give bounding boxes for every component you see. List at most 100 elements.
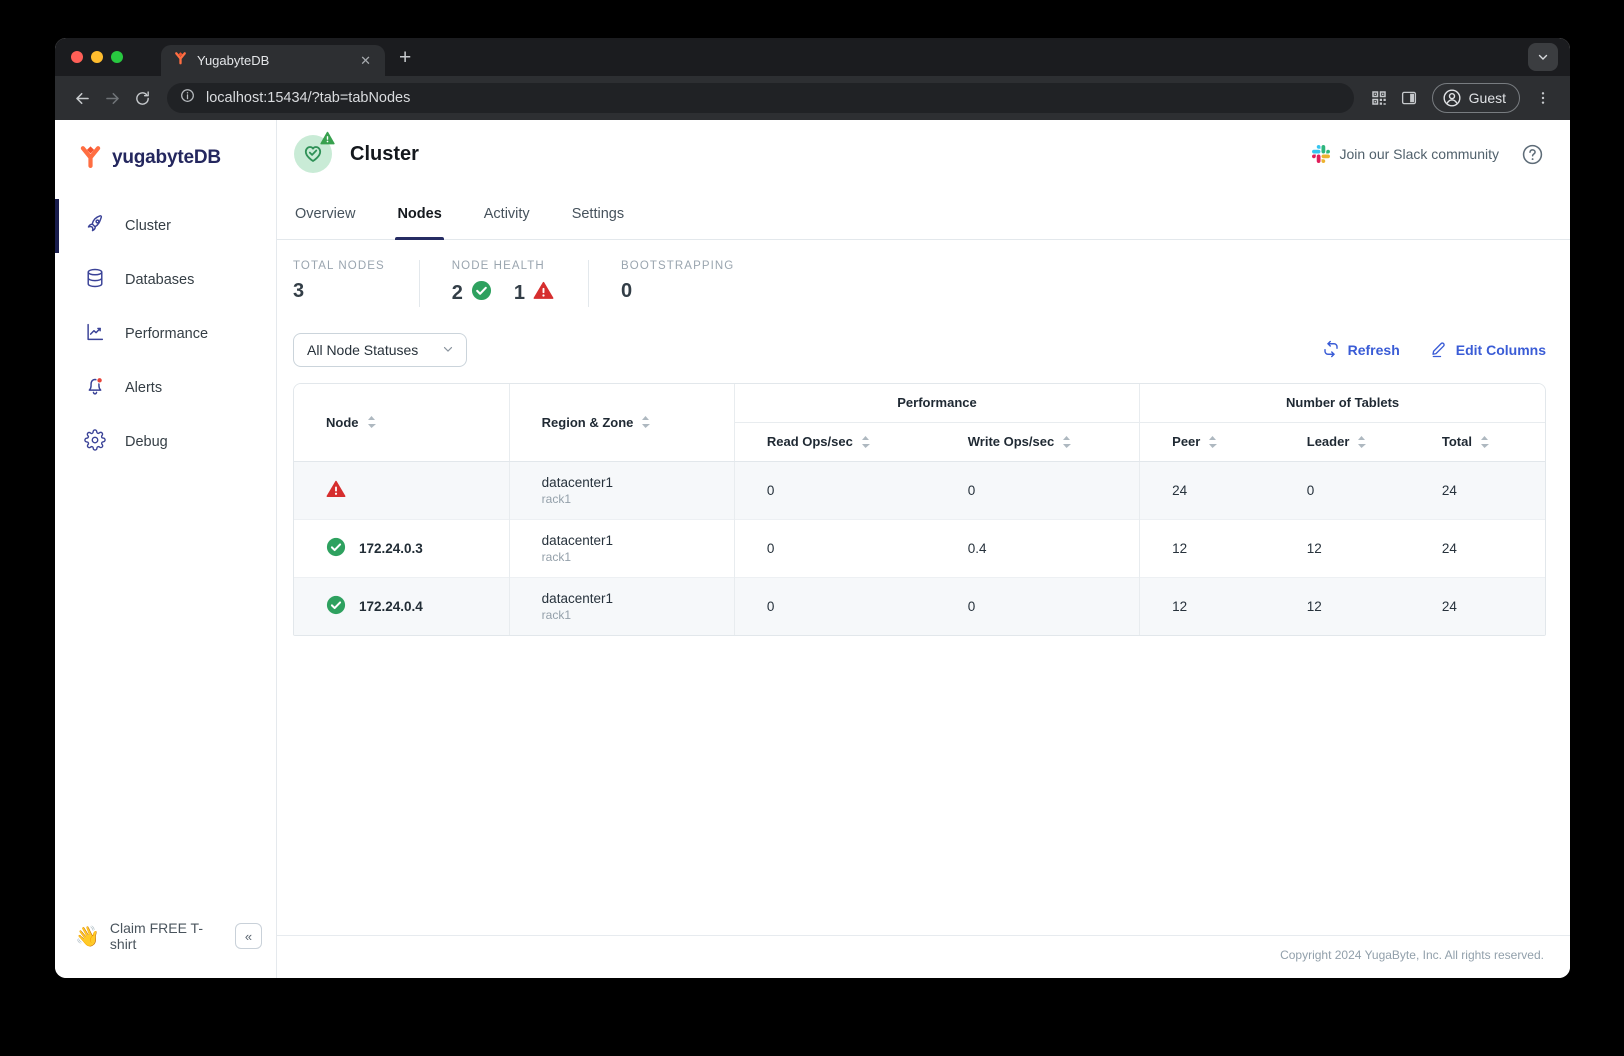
region-label: datacenter1: [541, 590, 613, 606]
forward-button[interactable]: [97, 83, 127, 113]
sort-icon: [861, 435, 870, 448]
yugabytedb-logo[interactable]: yugabyteDB: [55, 120, 276, 183]
new-tab-button[interactable]: +: [399, 45, 412, 69]
zone-label: rack1: [541, 549, 572, 564]
healthy-check-icon: [326, 537, 346, 560]
fullscreen-window-button[interactable]: [111, 51, 123, 63]
browser-menu-icon[interactable]: [1528, 83, 1558, 113]
region-zone-cell: datacenter1 rack1: [508, 461, 735, 519]
address-bar[interactable]: localhost:15434/?tab=tabNodes: [167, 83, 1354, 113]
back-button[interactable]: [67, 83, 97, 113]
stat-label: TOTAL NODES: [293, 260, 385, 272]
edit-columns-button[interactable]: Edit Columns: [1430, 340, 1546, 361]
peer-tablets-cell: 12: [1139, 518, 1275, 577]
sidebar-item-databases[interactable]: Databases: [55, 253, 276, 307]
leader-tablets-cell: 12: [1274, 576, 1410, 635]
total-tablets-cell: 24: [1409, 576, 1545, 635]
sort-icon: [642, 416, 651, 429]
node-cell: [294, 461, 510, 519]
sidebar-item-debug[interactable]: Debug: [55, 415, 276, 469]
claim-tshirt-link[interactable]: Claim FREE T-shirt: [109, 920, 203, 952]
column-header-total[interactable]: Total: [1409, 422, 1545, 462]
side-panel-icon[interactable]: [1394, 83, 1424, 113]
yugabytedb-favicon-icon: [173, 51, 188, 71]
sort-icon: [1358, 435, 1367, 448]
read-ops-cell: 0: [733, 576, 936, 635]
warning-triangle-icon: [533, 280, 554, 307]
node-cell: 172.24.0.3: [294, 518, 510, 577]
stat-node-health: NODE HEALTH 2 1: [418, 260, 588, 307]
node-status-filter[interactable]: All Node Statuses: [293, 333, 467, 367]
column-header-leader[interactable]: Leader: [1274, 422, 1410, 462]
sidebar-item-label: Performance: [125, 326, 209, 342]
yugabytedb-logo-icon: [80, 146, 101, 169]
cluster-tabs: Overview Nodes Activity Settings: [277, 188, 1570, 240]
brand-wordmark: yugabyteDB: [112, 146, 221, 168]
browser-window: YugabyteDB ✕ + localhost:15434/?tab=tabN…: [55, 38, 1570, 978]
bootstrapping-value: 0: [621, 280, 633, 302]
help-icon[interactable]: [1521, 143, 1544, 166]
browser-toolbar: localhost:15434/?tab=tabNodes Guest: [55, 76, 1570, 120]
node-stats: TOTAL NODES 3 NODE HEALTH 2 1: [293, 260, 1546, 307]
sidebar-item-label: Databases: [125, 272, 195, 288]
tab-nodes[interactable]: Nodes: [395, 188, 445, 240]
healthy-check-icon: [471, 280, 492, 307]
healthy-check-icon: [326, 595, 346, 618]
slack-icon: [1312, 145, 1331, 163]
pencil-icon: [1430, 340, 1448, 361]
column-header-region-zone[interactable]: Region & Zone: [508, 384, 735, 462]
node-cell: 172.24.0.4: [294, 576, 510, 635]
peer-tablets-cell: 24: [1139, 461, 1275, 519]
cluster-health-icon: [293, 131, 335, 174]
tab-overview[interactable]: Overview: [295, 205, 356, 222]
reload-button[interactable]: [127, 83, 157, 113]
sidebar-item-performance[interactable]: Performance: [55, 307, 276, 361]
zone-label: rack1: [541, 491, 572, 506]
tab-settings[interactable]: Settings: [571, 205, 625, 222]
healthy-count: 2: [451, 282, 463, 304]
sort-icon: [367, 416, 376, 429]
sidebar-item-label: Cluster: [125, 218, 171, 234]
sidebar-item-cluster[interactable]: Cluster: [55, 199, 276, 253]
table-row[interactable]: 172.24.0.4 datacenter1 rack1 0 0 12 12 24: [294, 576, 1545, 635]
nodes-table-body: datacenter1 rack1 0 0 24 0 24 172.24.0.3 datacen…: [294, 461, 1545, 635]
total-tablets-cell: 24: [1409, 518, 1545, 577]
stat-label: NODE HEALTH: [451, 260, 545, 272]
close-window-button[interactable]: [71, 51, 83, 63]
main-content: Cluster Join our Slack community Overvie…: [277, 120, 1570, 978]
site-info-icon[interactable]: [180, 88, 195, 108]
node-address: 172.24.0.3: [359, 540, 423, 556]
leader-tablets-cell: 12: [1274, 518, 1410, 577]
browser-tab[interactable]: YugabyteDB ✕: [161, 45, 385, 76]
sort-icon: [1063, 435, 1072, 448]
slack-community-link[interactable]: Join our Slack community: [1312, 145, 1499, 163]
node-address: 172.24.0.4: [359, 598, 423, 614]
qr-code-icon[interactable]: [1364, 83, 1394, 113]
url-text: localhost:15434/?tab=tabNodes: [206, 90, 411, 106]
refresh-button[interactable]: Refresh: [1322, 340, 1400, 361]
cluster-warning-badge-icon: [320, 131, 335, 151]
region-zone-cell: datacenter1 rack1: [508, 518, 735, 577]
collapse-sidebar-button[interactable]: «: [235, 923, 262, 949]
tab-activity[interactable]: Activity: [483, 205, 530, 222]
region-zone-cell: datacenter1 rack1: [508, 576, 735, 635]
minimize-window-button[interactable]: [91, 51, 103, 63]
rocket-icon: [84, 213, 106, 239]
tab-close-icon[interactable]: ✕: [360, 52, 371, 68]
node-status-filter-value: All Node Statuses: [307, 342, 419, 358]
table-row[interactable]: datacenter1 rack1 0 0 24 0 24: [294, 461, 1545, 519]
column-header-peer[interactable]: Peer: [1139, 422, 1275, 462]
column-header-write-ops[interactable]: Write Ops/sec: [935, 422, 1140, 462]
table-row[interactable]: 172.24.0.3 datacenter1 rack1 0 0.4 12 12 24: [294, 518, 1545, 577]
column-header-node[interactable]: Node: [294, 384, 510, 462]
group-header-performance: Performance: [733, 384, 1140, 423]
edit-columns-label: Edit Columns: [1455, 342, 1546, 358]
tab-search-chevron-button[interactable]: [1528, 43, 1558, 71]
write-ops-cell: 0: [935, 576, 1140, 635]
peer-tablets-cell: 12: [1139, 576, 1275, 635]
chart-line-icon: [84, 321, 106, 347]
guest-profile-button[interactable]: Guest: [1431, 83, 1520, 113]
sidebar-item-alerts[interactable]: Alerts: [55, 361, 276, 415]
chevron-down-icon: [441, 342, 455, 359]
column-header-read-ops[interactable]: Read Ops/sec: [733, 422, 936, 462]
